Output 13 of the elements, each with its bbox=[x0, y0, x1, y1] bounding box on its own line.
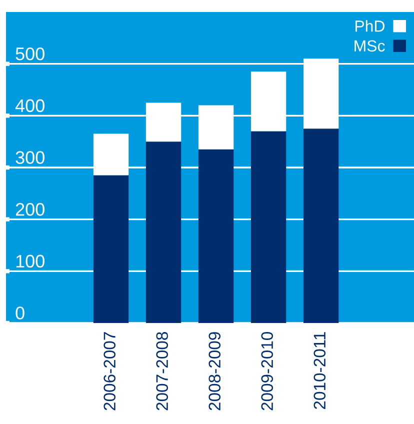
y-tick-label: 200 bbox=[16, 202, 44, 216]
y-tick-label: 500 bbox=[16, 47, 44, 60]
y-tick-label: 400 bbox=[15, 99, 44, 112]
legend-label: PhD bbox=[355, 20, 384, 32]
y-tick-label: 100 bbox=[16, 254, 44, 268]
x-tick-label: 2007-2008 bbox=[156, 332, 168, 410]
legend-label: MSc bbox=[354, 40, 385, 52]
x-tick-label: 2006-2007 bbox=[104, 332, 116, 410]
y-tick-label: 300 bbox=[16, 151, 44, 164]
x-tick-label: 2010-2011 bbox=[314, 332, 326, 409]
y-tick-label: 0 bbox=[16, 306, 24, 320]
x-tick-label: 2009-2010 bbox=[261, 332, 274, 410]
x-tick-label: 2008-2009 bbox=[208, 332, 221, 410]
